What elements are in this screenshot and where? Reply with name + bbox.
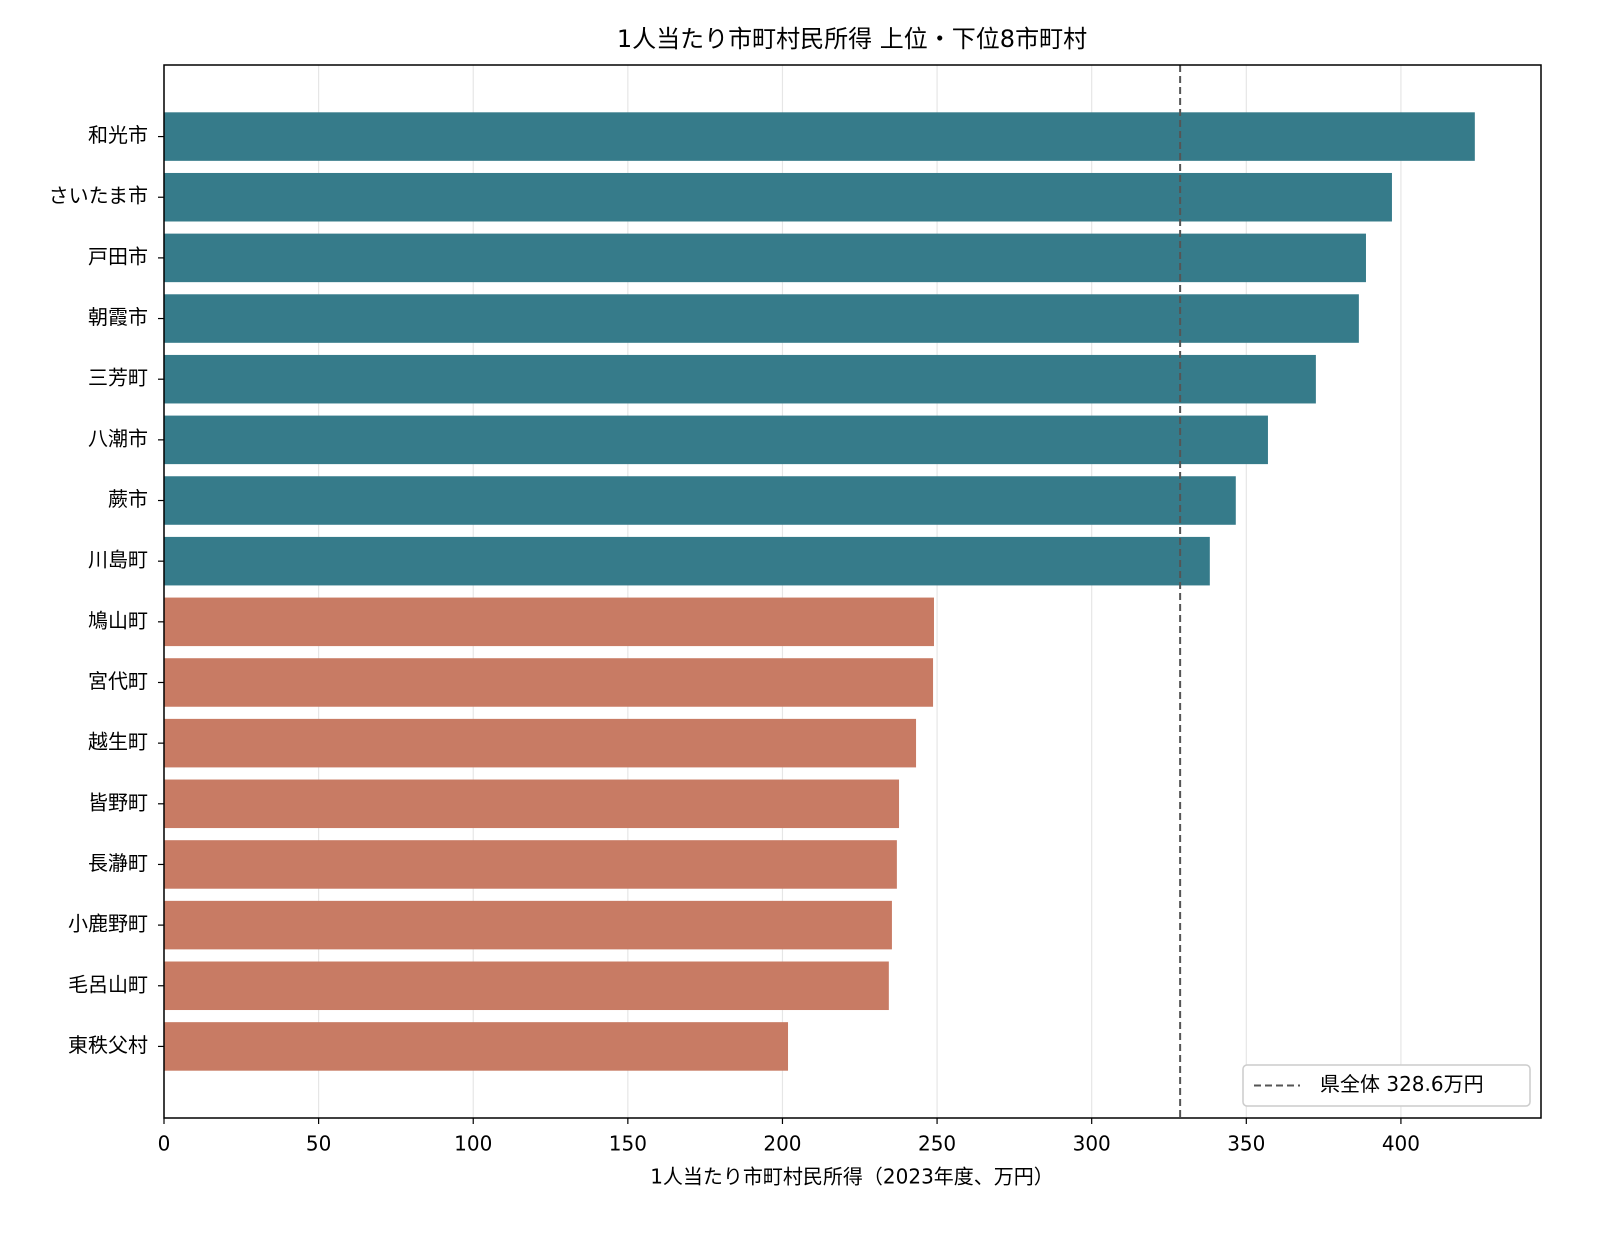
y-tick-label: さいたま市 bbox=[49, 184, 148, 208]
bar bbox=[164, 779, 900, 829]
bar bbox=[164, 294, 1359, 343]
x-tick-label: 300 bbox=[1073, 1132, 1111, 1156]
legend-label: 県全体 328.6万円 bbox=[1320, 1072, 1484, 1096]
y-tick-label: 越生町 bbox=[88, 730, 148, 754]
bar bbox=[164, 536, 1210, 586]
x-tick-label: 0 bbox=[158, 1132, 171, 1156]
y-tick-label: 東秩父村 bbox=[68, 1033, 148, 1057]
y-tick-label: 三芳町 bbox=[88, 366, 148, 390]
y-tick-label: 川島町 bbox=[88, 548, 148, 572]
y-tick-label: 鳩山町 bbox=[88, 608, 148, 632]
legend-box bbox=[1242, 1064, 1531, 1107]
bar bbox=[164, 840, 897, 889]
chart-title: 1人当たり市町村民所得 上位・下位8市町村 bbox=[617, 25, 1087, 53]
bar bbox=[164, 961, 889, 1011]
bar bbox=[164, 658, 934, 707]
y-tick-label: 小鹿野町 bbox=[68, 912, 148, 936]
y-tick-label: 和光市 bbox=[88, 123, 148, 147]
bar bbox=[164, 415, 1268, 465]
x-tick-label: 400 bbox=[1382, 1132, 1420, 1156]
x-tick-label: 150 bbox=[609, 1132, 647, 1156]
bar bbox=[164, 354, 1316, 404]
bar bbox=[164, 597, 934, 647]
x-tick-label: 350 bbox=[1227, 1132, 1265, 1156]
y-tick-label: 宮代町 bbox=[88, 669, 148, 693]
y-tick-label: 蕨市 bbox=[108, 487, 148, 511]
y-tick-label: 戸田市 bbox=[88, 244, 148, 268]
plot-frame bbox=[163, 64, 1542, 1119]
x-tick-label: 200 bbox=[763, 1132, 801, 1156]
y-tick-label: 皆野町 bbox=[88, 790, 148, 814]
y-tick-label: 毛呂山町 bbox=[68, 972, 148, 996]
x-tick-label: 100 bbox=[454, 1132, 492, 1156]
bar bbox=[164, 233, 1366, 283]
bar bbox=[164, 718, 917, 768]
bar bbox=[164, 1022, 789, 1071]
bar bbox=[164, 900, 892, 950]
y-tick-label: 八潮市 bbox=[88, 426, 148, 450]
bar bbox=[164, 172, 1392, 222]
x-tick-label: 250 bbox=[918, 1132, 956, 1156]
x-axis-label: 1人当たり市町村民所得（2023年度、万円） bbox=[650, 1165, 1054, 1189]
x-tick-label: 50 bbox=[306, 1132, 331, 1156]
y-tick-label: 長瀞町 bbox=[88, 851, 148, 875]
bar bbox=[164, 112, 1475, 161]
y-tick-label: 朝霞市 bbox=[88, 305, 148, 329]
bar bbox=[164, 476, 1236, 525]
